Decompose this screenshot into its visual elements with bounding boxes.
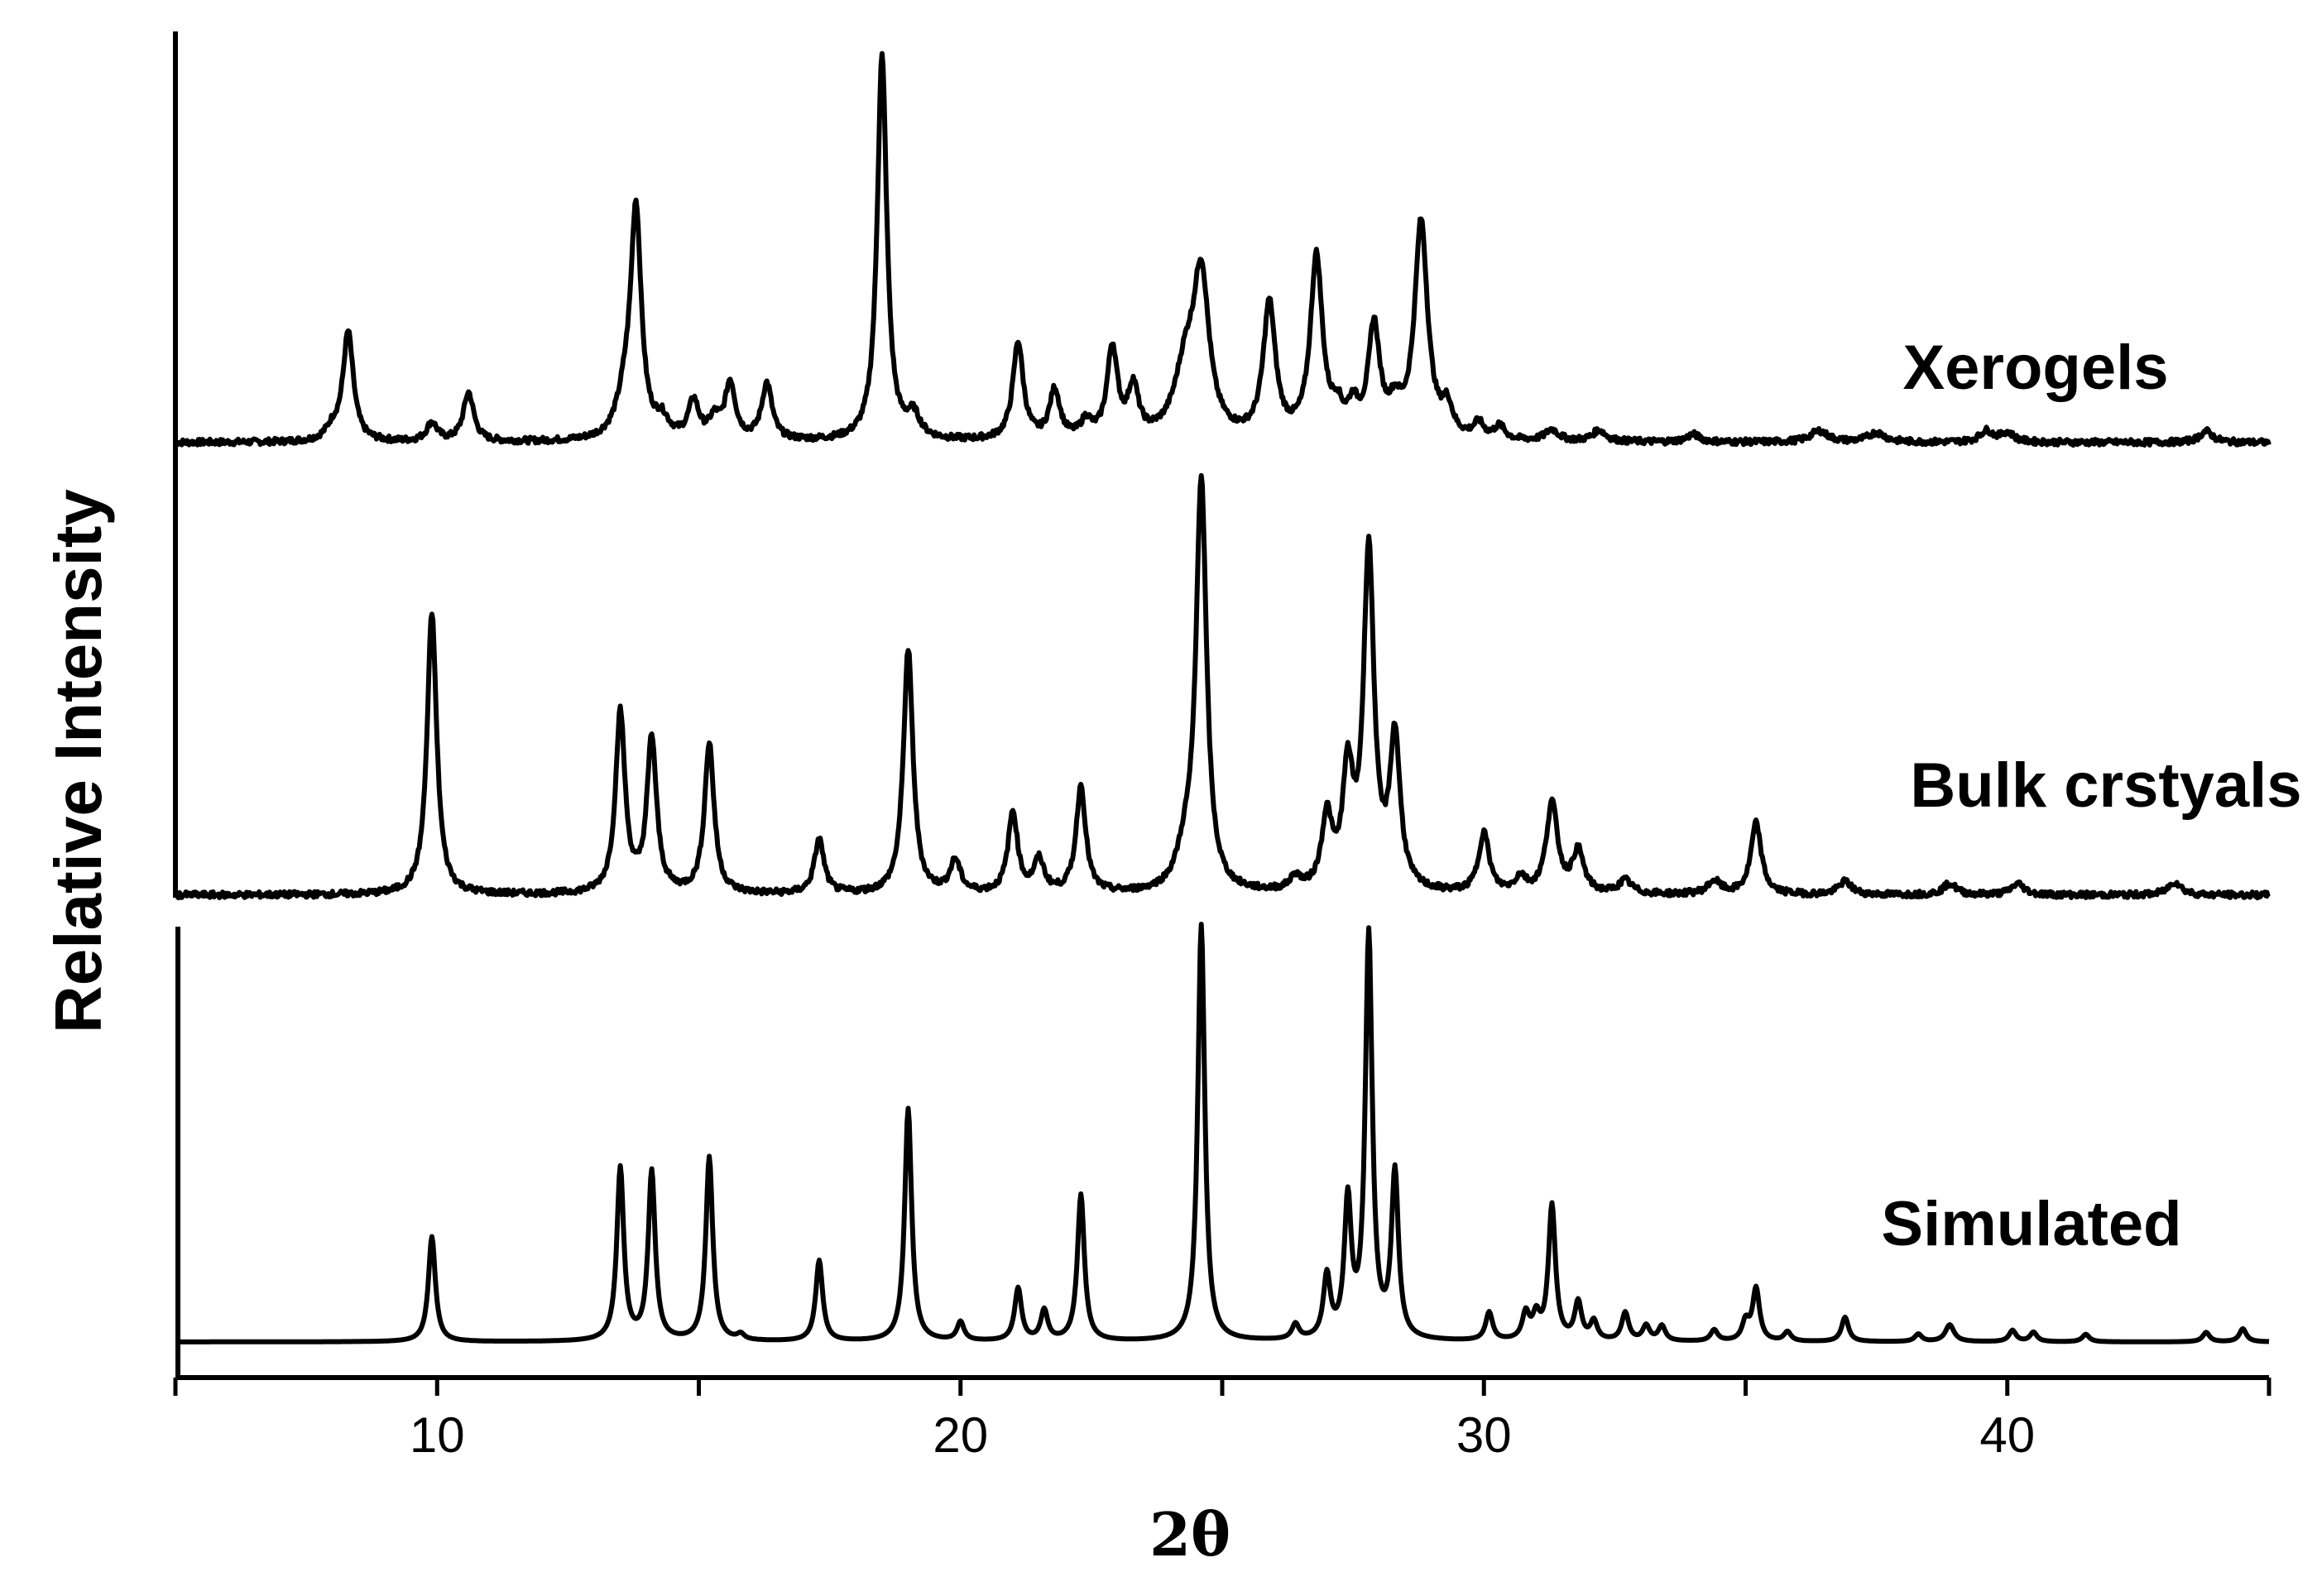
y-axis-title: Relative Intensity xyxy=(41,488,115,1033)
trace-bulk-crstyals xyxy=(173,472,2271,901)
series-label-bulk-crystals: Bulk crstyals xyxy=(1910,750,2301,821)
x-axis-ticks: 10 20 30 40 xyxy=(173,1378,2271,1463)
x-axis-title: 2θ xyxy=(1149,1499,1230,1570)
series-label-xerogels: Xerogels xyxy=(1902,333,2168,403)
traces xyxy=(173,50,2271,1344)
x-tick-label: 30 xyxy=(1456,1407,1512,1463)
x-tick-label: 20 xyxy=(933,1407,988,1463)
series-label-simulated: Simulated xyxy=(1881,1189,2181,1259)
trace-simulated xyxy=(174,922,2271,1344)
trace-xerogels xyxy=(174,50,2271,448)
x-tick-label: 40 xyxy=(1979,1407,2035,1463)
x-tick-label: 10 xyxy=(410,1407,465,1463)
